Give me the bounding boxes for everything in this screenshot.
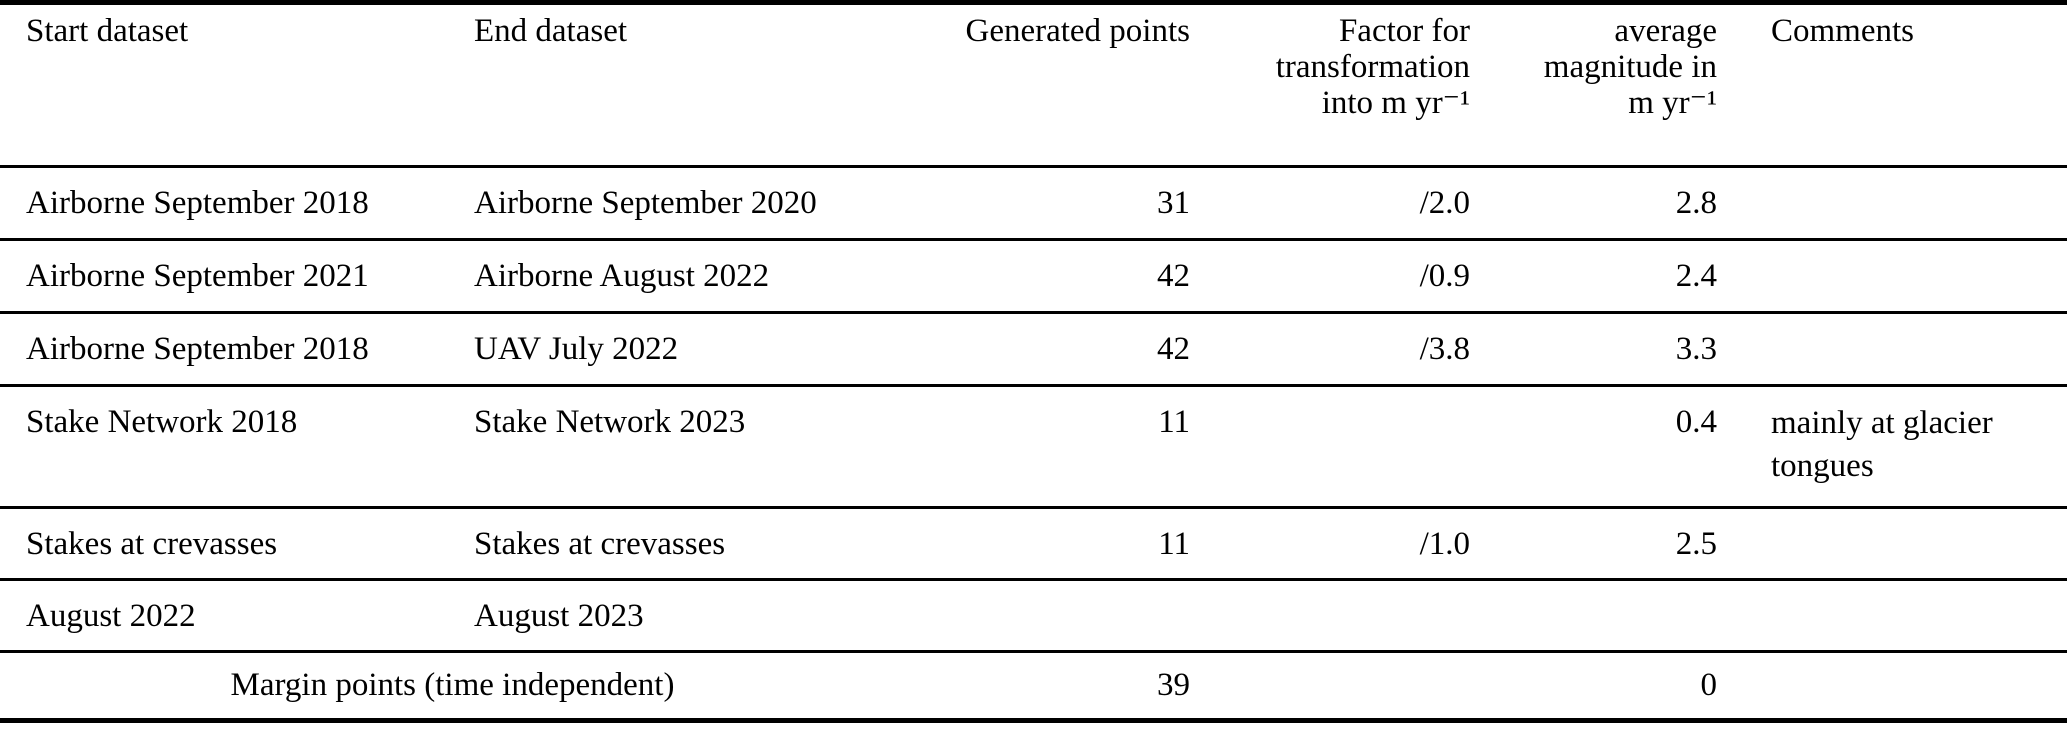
cell-start-dataset: Airborne September 2018 bbox=[0, 166, 474, 241]
col-header-comments: Comments bbox=[1717, 2, 2067, 168]
cell-magnitude: 0.4 bbox=[1470, 385, 1717, 509]
cell-factor bbox=[1190, 652, 1470, 721]
cell-end-dataset: Stakes at crevasses bbox=[474, 507, 905, 581]
cell-generated-points: 11 bbox=[905, 507, 1190, 581]
cell-end-dataset: August 2023 bbox=[474, 579, 905, 653]
table-row: August 2022 August 2023 bbox=[0, 579, 2067, 653]
cell-margin-points-label: Margin points (time independent) bbox=[230, 667, 675, 703]
table-row: Stakes at crevasses Stakes at crevasses … bbox=[0, 507, 2067, 581]
header-row: Start dataset End dataset Generated poin… bbox=[0, 2, 2067, 168]
cell-start-dataset: August 2022 bbox=[0, 579, 474, 653]
cell-start-dataset: Stakes at crevasses bbox=[0, 507, 474, 581]
table-row: Airborne September 2018 UAV July 2022 42… bbox=[0, 312, 2067, 387]
col-header-factor: Factor for transformation into m yr⁻¹ bbox=[1190, 2, 1470, 168]
cell-end-dataset: UAV July 2022 bbox=[474, 312, 905, 387]
cell-start-dataset: Stake Network 2018 bbox=[0, 385, 474, 509]
cell-magnitude: 0 bbox=[1700, 667, 1718, 703]
cell-magnitude: 3.3 bbox=[1470, 312, 1717, 387]
cell-generated-points: 39 bbox=[1157, 667, 1190, 703]
cell-factor bbox=[1190, 385, 1470, 509]
cell-generated-points: 31 bbox=[905, 166, 1190, 241]
cell-comments bbox=[1717, 166, 2067, 241]
cell-comments: mainly at glacier tongues bbox=[1717, 385, 2067, 509]
col-header-end-dataset: End dataset bbox=[474, 2, 905, 168]
cell-generated-points: 42 bbox=[905, 239, 1190, 314]
col-header-generated-points: Generated points bbox=[905, 2, 1190, 168]
table-header: Start dataset End dataset Generated poin… bbox=[0, 2, 2067, 168]
cell-generated-points: 11 bbox=[905, 385, 1190, 509]
col-header-magnitude: average magnitude in m yr⁻¹ bbox=[1470, 2, 1717, 168]
table-body: Airborne September 2018 Airborne Septemb… bbox=[0, 166, 2067, 721]
cell-comments bbox=[1717, 507, 2067, 581]
table-row: Airborne September 2018 Airborne Septemb… bbox=[0, 166, 2067, 241]
table-row: Stake Network 2018 Stake Network 2023 11… bbox=[0, 385, 2067, 509]
cell-factor bbox=[1190, 579, 1470, 653]
cell-comments bbox=[1717, 579, 2067, 653]
cell-factor: /0.9 bbox=[1190, 239, 1470, 314]
cell-end-dataset: Airborne September 2020 bbox=[474, 166, 905, 241]
cell-start-dataset: Airborne September 2018 bbox=[0, 312, 474, 387]
cell-factor: /2.0 bbox=[1190, 166, 1470, 241]
cell-end-dataset: Airborne August 2022 bbox=[474, 239, 905, 314]
cell-comments bbox=[1717, 239, 2067, 314]
table-row: Airborne September 2021 Airborne August … bbox=[0, 239, 2067, 314]
cell-end-dataset: Stake Network 2023 bbox=[474, 385, 905, 509]
cell-magnitude: 2.4 bbox=[1470, 239, 1717, 314]
cell-magnitude bbox=[1470, 579, 1717, 653]
cell-start-dataset: Airborne September 2021 bbox=[0, 239, 474, 314]
cell-magnitude: 2.5 bbox=[1470, 507, 1717, 581]
col-header-start-dataset: Start dataset bbox=[0, 2, 474, 168]
cell-comments bbox=[1717, 312, 2067, 387]
cell-factor: /3.8 bbox=[1190, 312, 1470, 387]
cell-comments bbox=[1717, 652, 2067, 721]
cell-magnitude: 2.8 bbox=[1470, 166, 1717, 241]
cell-generated-points: 42 bbox=[905, 312, 1190, 387]
cell-factor: /1.0 bbox=[1190, 507, 1470, 581]
table-row-margin-points: Margin points (time independent) 39 0 bbox=[0, 652, 2067, 721]
cell-generated-points bbox=[905, 579, 1190, 653]
